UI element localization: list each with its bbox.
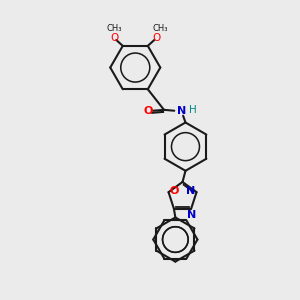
Text: CH₃: CH₃ — [152, 24, 168, 33]
Text: CH₃: CH₃ — [107, 24, 122, 33]
Text: O: O — [143, 106, 152, 116]
Text: N: N — [187, 209, 196, 220]
Text: N: N — [177, 106, 186, 116]
Text: O: O — [110, 33, 118, 43]
Text: O: O — [152, 33, 160, 43]
Text: H: H — [189, 105, 196, 116]
Text: N: N — [186, 186, 195, 196]
Text: O: O — [169, 186, 178, 196]
